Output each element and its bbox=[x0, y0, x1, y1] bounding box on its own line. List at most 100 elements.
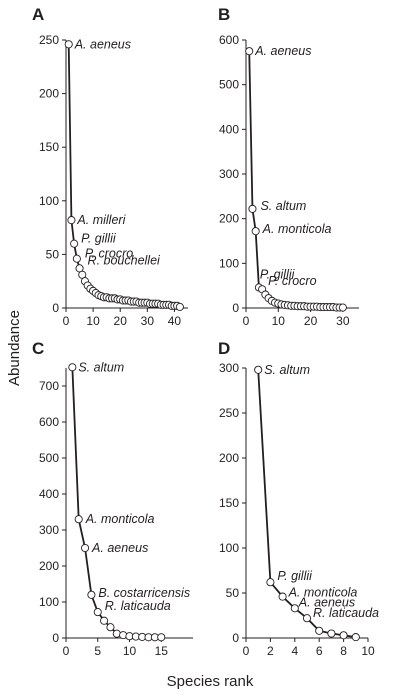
x-tick-label: 5 bbox=[94, 644, 101, 658]
x-tick-label: 0 bbox=[63, 314, 70, 328]
y-tick-label: 150 bbox=[219, 496, 239, 510]
data-point bbox=[67, 216, 76, 225]
data-point bbox=[100, 616, 109, 625]
data-point bbox=[302, 614, 312, 623]
y-tick-label: 50 bbox=[46, 247, 60, 261]
x-tick-label: 30 bbox=[336, 314, 350, 328]
data-point bbox=[245, 47, 254, 56]
data-point bbox=[278, 592, 287, 601]
x-tick-label: 6 bbox=[316, 644, 323, 658]
x-tick-label: 4 bbox=[291, 644, 298, 658]
x-tick-label: 20 bbox=[114, 314, 128, 328]
y-tick-label: 700 bbox=[39, 379, 59, 393]
x-tick-label: 10 bbox=[123, 644, 137, 658]
species-label: A. aeneus bbox=[91, 541, 148, 555]
species-label: R. laticauda bbox=[313, 606, 379, 620]
y-tick-label: 300 bbox=[219, 167, 239, 181]
x-tick-label: 15 bbox=[155, 644, 169, 658]
panel-letter: C bbox=[32, 339, 44, 358]
data-point bbox=[87, 590, 96, 599]
data-point bbox=[74, 515, 83, 524]
data-point bbox=[64, 40, 73, 49]
x-tick-label: 0 bbox=[243, 644, 250, 658]
species-label: S. altum bbox=[78, 360, 124, 374]
y-tick-label: 600 bbox=[219, 33, 239, 47]
data-point bbox=[68, 363, 77, 372]
species-label: S. altum bbox=[264, 363, 310, 377]
species-label: B. costarricensis bbox=[98, 586, 190, 600]
x-tick-label: 10 bbox=[272, 314, 286, 328]
data-point bbox=[315, 626, 324, 635]
data-point bbox=[70, 239, 79, 248]
species-label: P. gillii bbox=[81, 232, 117, 246]
data-point bbox=[351, 633, 360, 642]
panel-a: A 0 50 100 150 200 250 0 10 20 30 40 A. aeneus A. mil… bbox=[32, 5, 188, 328]
y-tick-label: 100 bbox=[219, 256, 239, 270]
panel-letter: B bbox=[218, 5, 230, 24]
x-tick-label: 10 bbox=[86, 314, 100, 328]
species-label: A. aeneus bbox=[254, 44, 311, 58]
panel-d: D 0 50 100 150 200 250 300 0 2 4 6 8 10 S. altum P. gil… bbox=[218, 339, 379, 658]
data-point bbox=[175, 302, 184, 311]
data-point bbox=[248, 204, 257, 213]
data-point bbox=[93, 608, 102, 617]
y-tick-label: 100 bbox=[39, 595, 59, 609]
y-tick-label: 100 bbox=[39, 194, 59, 208]
y-tick-label: 500 bbox=[39, 451, 59, 465]
y-tick-label: 250 bbox=[219, 406, 239, 420]
y-tick-label: 200 bbox=[219, 212, 239, 226]
y-tick-label: 0 bbox=[232, 631, 239, 645]
data-point bbox=[251, 227, 260, 236]
species-label: S. altum bbox=[260, 199, 306, 213]
y-tick-label: 150 bbox=[39, 140, 59, 154]
species-label: P. crocro bbox=[85, 247, 133, 261]
y-tick-label: 600 bbox=[39, 415, 59, 429]
panel-letter: D bbox=[218, 339, 230, 358]
species-label: A. monticola bbox=[85, 512, 155, 526]
y-axis-title: Abundance bbox=[6, 310, 23, 386]
y-tick-label: 250 bbox=[39, 33, 59, 47]
panel-b: B 0 100 200 300 400 500 600 0 10 20 30 A. aeneus S. a… bbox=[218, 5, 359, 328]
x-tick-label: 10 bbox=[361, 644, 375, 658]
x-tick-label: 0 bbox=[63, 644, 70, 658]
species-label: P. gillii bbox=[277, 569, 313, 583]
y-tick-label: 200 bbox=[39, 559, 59, 573]
x-tick-label: 30 bbox=[141, 314, 155, 328]
y-tick-label: 500 bbox=[219, 78, 239, 92]
species-label: P. gillii bbox=[260, 267, 296, 281]
y-tick-label: 400 bbox=[39, 487, 59, 501]
species-label: A. aeneus bbox=[74, 37, 131, 51]
species-label: A. aeneus bbox=[298, 595, 355, 609]
data-point bbox=[157, 633, 166, 642]
y-tick-label: 200 bbox=[39, 87, 59, 101]
y-tick-label: 300 bbox=[219, 361, 239, 375]
data-point bbox=[266, 578, 275, 587]
data-point bbox=[327, 629, 336, 638]
species-label: A. monticola bbox=[288, 586, 358, 600]
species-label: R. bouchellei bbox=[88, 253, 161, 267]
data-point bbox=[254, 365, 263, 374]
data-point bbox=[72, 254, 81, 263]
x-tick-label: 2 bbox=[267, 644, 274, 658]
data-point bbox=[81, 543, 90, 553]
y-tick-label: 100 bbox=[219, 541, 239, 555]
y-tick-label: 0 bbox=[232, 301, 239, 315]
data-point bbox=[338, 303, 347, 312]
y-tick-label: 0 bbox=[52, 631, 59, 645]
species-label: R. laticauda bbox=[105, 599, 171, 613]
x-tick-label: 8 bbox=[340, 644, 347, 658]
species-label: A. monticola bbox=[262, 222, 332, 236]
x-axis-title: Species rank bbox=[167, 673, 254, 690]
series-line bbox=[67, 44, 181, 308]
y-tick-label: 0 bbox=[52, 301, 59, 315]
panel-letter: A bbox=[32, 5, 44, 24]
y-tick-label: 50 bbox=[226, 586, 240, 600]
y-tick-label: 200 bbox=[219, 451, 239, 465]
data-point bbox=[106, 623, 115, 632]
data-point bbox=[339, 631, 348, 640]
y-tick-label: 400 bbox=[219, 122, 239, 136]
data-point bbox=[290, 604, 299, 613]
species-label: P. crocro bbox=[268, 274, 316, 288]
